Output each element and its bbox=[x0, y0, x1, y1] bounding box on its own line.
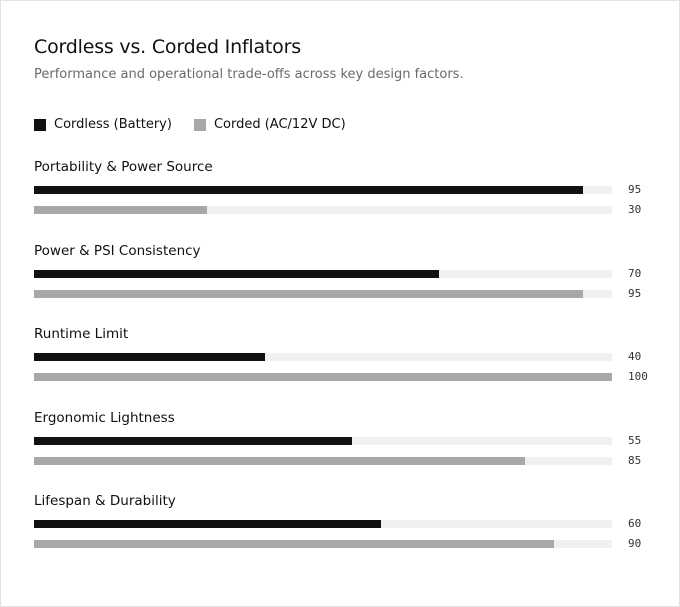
bar-runtime-corded bbox=[34, 373, 612, 381]
bar-lifespan-corded bbox=[34, 540, 554, 548]
value-label-ergonomic-cordless: 55 bbox=[628, 433, 642, 447]
bar-power-psi-corded bbox=[34, 289, 583, 298]
legend-label-corded: Corded (AC/12V DC) bbox=[213, 117, 346, 132]
value-label-portability-cordless: 95 bbox=[628, 183, 642, 196]
bar-portability-corded bbox=[34, 206, 207, 214]
legend-item-corded: Corded (AC/12V DC) bbox=[193, 117, 346, 132]
bar-group-ergonomic: Ergonomic Lightness 55 85 bbox=[34, 410, 654, 480]
bar-track-power-psi-cordless bbox=[34, 269, 612, 278]
value-label-portability-corded: 30 bbox=[628, 203, 642, 216]
category-label-portability: Portability & Power Source bbox=[34, 159, 213, 175]
bar-track-ergonomic-corded bbox=[34, 456, 612, 465]
bar-track-power-psi-corded bbox=[34, 289, 612, 298]
category-label-power-psi: Power & PSI Consistency bbox=[34, 242, 201, 259]
bar-group-portability: Portability & Power Source 95 30 bbox=[34, 159, 654, 229]
bar-group-power-psi: Power & PSI Consistency 70 95 bbox=[34, 243, 654, 313]
category-label-ergonomic: Ergonomic Lightness bbox=[34, 409, 175, 426]
legend-item-cordless: Cordless (Battery) bbox=[34, 117, 172, 132]
category-label-runtime: Runtime Limit bbox=[34, 326, 129, 342]
bar-group-lifespan: Lifespan & Durability 60 90 bbox=[34, 493, 654, 563]
value-label-power-psi-corded: 95 bbox=[628, 286, 642, 300]
bar-lifespan-cordless bbox=[34, 520, 381, 528]
bar-track-lifespan-corded bbox=[34, 540, 612, 548]
value-label-ergonomic-corded: 85 bbox=[628, 453, 642, 467]
category-label-lifespan: Lifespan & Durability bbox=[34, 493, 176, 509]
bar-portability-cordless bbox=[34, 186, 583, 194]
value-label-runtime-cordless: 40 bbox=[628, 350, 642, 363]
value-label-power-psi-cordless: 70 bbox=[628, 266, 642, 280]
value-label-lifespan-corded: 90 bbox=[628, 537, 642, 550]
legend-swatch-corded bbox=[193, 118, 206, 131]
bar-track-portability-cordless bbox=[34, 186, 612, 194]
value-label-runtime-corded: 100 bbox=[628, 370, 648, 383]
legend-label-cordless: Cordless (Battery) bbox=[54, 117, 172, 132]
bar-track-runtime-corded bbox=[34, 373, 612, 381]
bar-ergonomic-corded bbox=[34, 456, 525, 465]
bar-track-lifespan-cordless bbox=[34, 520, 612, 528]
value-label-lifespan-cordless: 60 bbox=[628, 517, 642, 530]
bar-ergonomic-cordless bbox=[34, 436, 352, 445]
bar-power-psi-cordless bbox=[34, 269, 439, 278]
bar-runtime-cordless bbox=[34, 353, 265, 361]
chart-subtitle: Performance and operational trade-offs a… bbox=[34, 67, 464, 82]
bar-group-runtime: Runtime Limit 40 100 bbox=[34, 326, 654, 396]
legend-swatch-cordless bbox=[34, 118, 46, 131]
bar-track-runtime-cordless bbox=[34, 353, 612, 361]
bar-track-ergonomic-cordless bbox=[34, 436, 612, 445]
legend: Cordless (Battery) Corded (AC/12V DC) bbox=[34, 117, 368, 132]
bar-track-portability-corded bbox=[34, 206, 612, 214]
chart-title: Cordless vs. Corded Inflators bbox=[34, 36, 301, 58]
